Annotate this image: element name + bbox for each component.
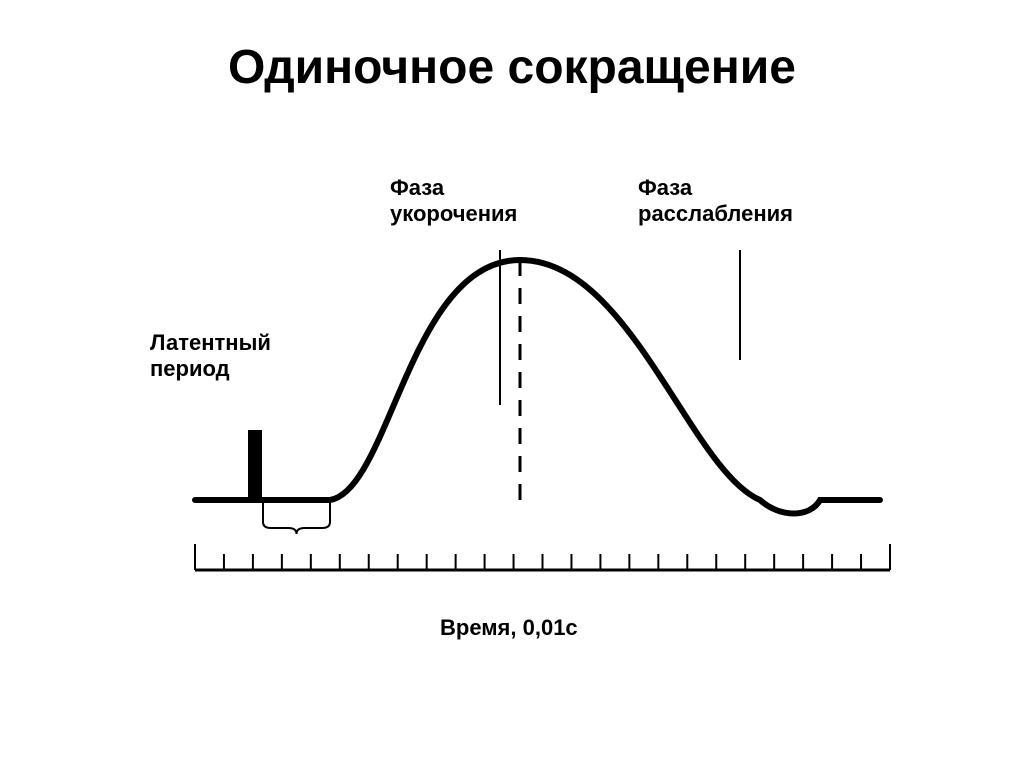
page-title: Одиночное сокращение [0,40,1024,95]
contraction-curve [195,260,880,514]
latent-brace [263,500,330,534]
stimulus-marker [248,430,262,500]
diagram-container [100,160,920,660]
contraction-diagram [100,160,920,660]
